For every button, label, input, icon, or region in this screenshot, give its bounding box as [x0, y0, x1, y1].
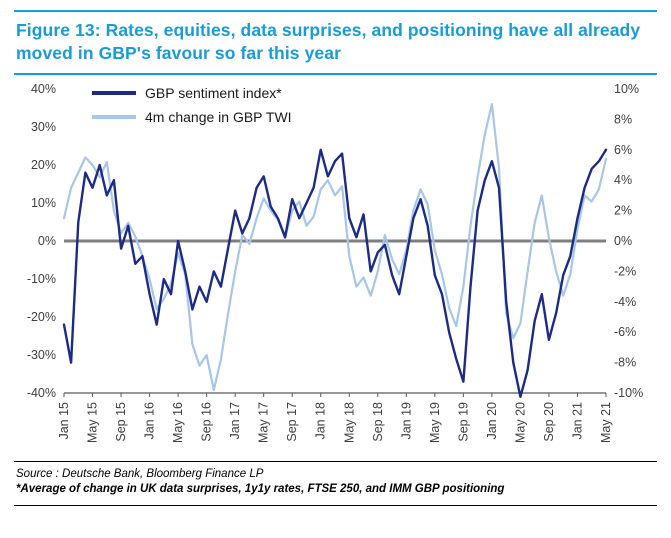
sentiment-line-swatch — [92, 91, 136, 96]
legend-item-sentiment: GBP sentiment index* — [92, 85, 292, 101]
series-line-twi — [62, 103, 608, 392]
right-axis-label: 8% — [614, 113, 632, 127]
x-axis-label: May 17 — [257, 402, 271, 443]
right-axis-label: -6% — [614, 325, 636, 339]
x-axis-label: Jan 17 — [228, 402, 242, 440]
x-axis-label: Jan 18 — [314, 402, 328, 440]
left-axis-label: 30% — [31, 120, 56, 134]
legend-label-twi: 4m change in GBP TWI — [145, 109, 292, 126]
x-axis-label: Sep 19 — [456, 402, 470, 442]
footer-top-rule — [14, 461, 657, 463]
left-axis-label: 40% — [31, 82, 56, 96]
source-text: Source : Deutsche Bank, Bloomberg Financ… — [16, 468, 264, 481]
x-axis-label: Sep 17 — [285, 402, 299, 442]
series-line-sentiment — [62, 148, 608, 399]
x-axis-label: May 16 — [171, 402, 185, 443]
title-accent-rule — [14, 73, 657, 76]
left-axis-label: 20% — [31, 158, 56, 172]
left-axis-label: -20% — [27, 310, 56, 324]
legend-label-sentiment: GBP sentiment index* — [145, 85, 282, 102]
right-axis-label: 0% — [614, 234, 632, 248]
left-axis-label: -10% — [27, 272, 56, 286]
x-axis-label: May 21 — [599, 402, 613, 443]
top-accent-rule — [14, 10, 657, 12]
x-axis-label: Sep 15 — [114, 402, 128, 442]
legend-item-twi: 4m change in GBP TWI — [92, 109, 292, 125]
x-axis-label: Jan 19 — [399, 402, 413, 440]
figure-title: Figure 13: Rates, equities, data surpris… — [16, 20, 641, 64]
right-axis-label: 6% — [614, 143, 632, 157]
right-axis-label: -4% — [614, 295, 636, 309]
left-axis-label: -30% — [27, 348, 56, 362]
left-axis-label: 0% — [38, 234, 56, 248]
right-axis-label: -8% — [614, 356, 636, 370]
footnote-text: *Average of change in UK data surprises,… — [16, 483, 505, 496]
right-axis-label: 10% — [614, 82, 639, 96]
x-axis-label: Jan 21 — [570, 402, 584, 440]
x-axis-label: Jan 16 — [143, 402, 157, 440]
right-axis-label: 2% — [614, 204, 632, 218]
right-axis-label: -2% — [614, 265, 636, 279]
x-axis-label: Sep 18 — [371, 402, 385, 442]
x-axis-label: May 20 — [513, 402, 527, 443]
left-axis-label: -40% — [27, 386, 56, 400]
chart-area: 40% 30% 20% 10% 0% -10% -20% -30% -40% 10% 8% 6% 4% 2… — [14, 77, 657, 457]
x-axis-label: May 15 — [86, 402, 100, 443]
x-axis-label: Jan 20 — [485, 402, 499, 440]
chart-svg: 40% 30% 20% 10% 0% -10% -20% -30% -40% 10% 8% 6% 4% 2… — [27, 82, 643, 443]
twi-line-swatch — [92, 115, 136, 120]
x-axis-label: Sep 16 — [200, 402, 214, 442]
x-axis-label: May 18 — [342, 402, 356, 443]
x-axis-label: Sep 20 — [542, 402, 556, 442]
x-axis-label: May 19 — [428, 402, 442, 443]
left-axis-label: 10% — [31, 196, 56, 210]
figure-container: Figure 13: Rates, equities, data surpris… — [14, 10, 657, 507]
right-axis-label: -10% — [614, 386, 643, 400]
footer-bottom-rule — [14, 505, 657, 507]
x-axis-label: Jan 15 — [57, 402, 71, 440]
right-axis-label: 4% — [614, 173, 632, 187]
chart-legend: GBP sentiment index* 4m change in GBP TW… — [92, 85, 292, 125]
